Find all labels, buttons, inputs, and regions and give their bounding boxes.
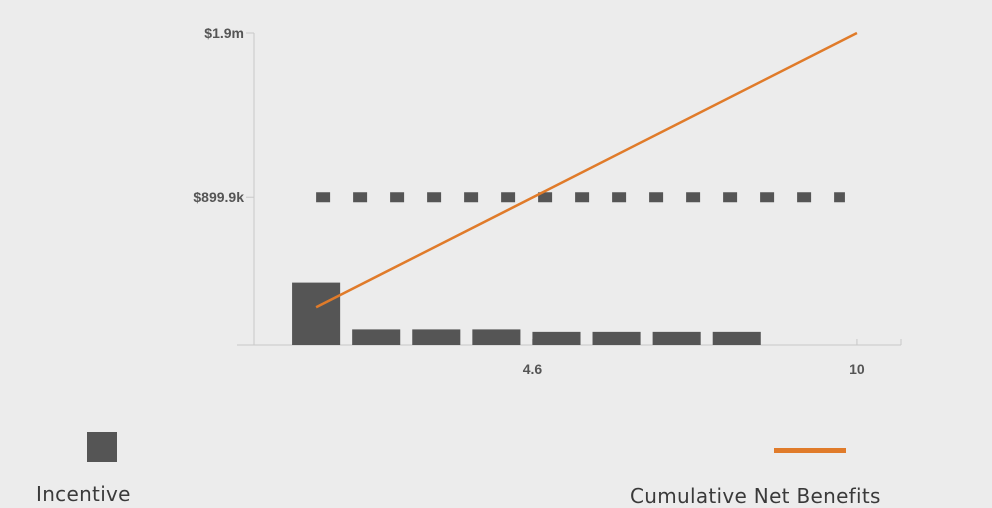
incentive-bar [352, 329, 401, 345]
incentive-swatch [87, 432, 117, 462]
tick-labels: $899.9k $1.9m 4.6 10 [193, 25, 865, 377]
incentive-bar [592, 331, 641, 345]
y-tick-label: $1.9m [204, 25, 244, 41]
legend-label-incentive: Incentive [36, 482, 131, 506]
cumulative-net-benefits-line [315, 31, 858, 309]
incentive-bar [652, 331, 701, 345]
legend-item-incentive: Incentive [36, 432, 131, 506]
incentive-bar [712, 331, 761, 345]
x-tick-label: 10 [849, 361, 865, 377]
incentive-bars [292, 282, 761, 345]
incentive-bar [532, 331, 581, 345]
incentive-bar [292, 282, 341, 345]
cumulative-net-benefits-swatch [774, 448, 846, 453]
incentive-bar [472, 329, 521, 345]
legend-item-cumulative-net-benefits: Cumulative Net Benefits [630, 448, 881, 508]
chart: $899.9k $1.9m 4.6 10 [193, 25, 902, 377]
legend-label-cumulative-net-benefits: Cumulative Net Benefits [630, 484, 881, 508]
cumulative-net-benefits-polyline [315, 31, 858, 309]
y-tick-label: $899.9k [193, 189, 244, 205]
x-tick-label: 4.6 [523, 361, 543, 377]
incentive-bar [412, 329, 461, 345]
